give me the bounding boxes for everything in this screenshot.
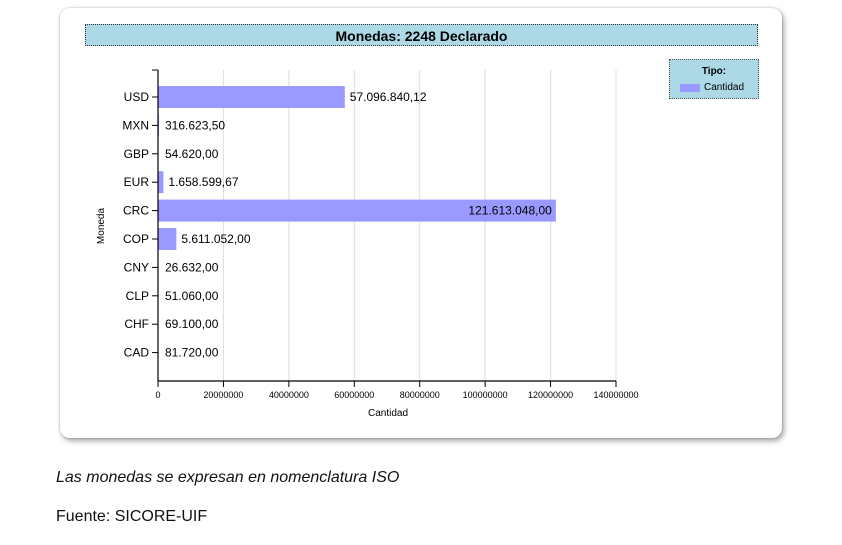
value-label-mxn: 316.623,50 [165, 118, 225, 132]
category-label-cad: CAD [124, 346, 150, 360]
category-label-eur: EUR [124, 175, 150, 189]
category-label-cny: CNY [124, 260, 149, 274]
value-label-usd: 57.096.840,12 [350, 90, 427, 104]
caption: Las monedas se expresan en nomenclatura … [56, 469, 400, 486]
category-label-chf: CHF [124, 317, 149, 331]
legend: Tipo: Cantidad [669, 59, 759, 99]
x-tick-label: 100000000 [463, 390, 508, 400]
chart-title: Monedas: 2248 Declarado [85, 24, 758, 46]
x-tick-label: 0 [155, 390, 160, 400]
x-tick-label: 80000000 [400, 390, 440, 400]
category-label-cop: COP [123, 232, 149, 246]
value-label-cad: 81.720,00 [165, 346, 219, 360]
bar-eur [158, 171, 164, 194]
y-axis-title: Moneda [96, 207, 107, 244]
value-label-clp: 51.060,00 [165, 289, 219, 303]
legend-label: Cantidad [704, 82, 745, 93]
bar-crc [158, 199, 556, 222]
value-label-cny: 26.632,00 [165, 260, 219, 274]
value-label-crc: 121.613.048,00 [468, 204, 552, 218]
chart-card [60, 8, 782, 438]
x-axis-title: Cantidad [368, 408, 408, 419]
bar-usd [158, 86, 345, 108]
value-label-gbp: 54.620,00 [165, 147, 219, 161]
x-tick-label: 40000000 [269, 390, 309, 400]
legend-title: Tipo: [701, 66, 727, 77]
bar-cop [158, 228, 177, 250]
category-label-mxn: MXN [122, 118, 149, 132]
x-tick-label: 20000000 [203, 390, 243, 400]
category-label-clp: CLP [126, 289, 149, 303]
category-label-gbp: GBP [124, 147, 149, 161]
x-tick-label: 60000000 [334, 390, 374, 400]
x-tick-label: 140000000 [593, 390, 638, 400]
category-label-crc: CRC [123, 204, 149, 218]
x-tick-label: 120000000 [528, 390, 573, 400]
source-note: Fuente: SICORE-UIF [56, 508, 208, 525]
value-label-cop: 5.611.052,00 [181, 232, 251, 246]
value-label-eur: 1.658.599,67 [168, 175, 238, 189]
category-label-usd: USD [124, 90, 150, 104]
legend-swatch [680, 84, 700, 92]
value-label-chf: 69.100,00 [165, 317, 219, 331]
